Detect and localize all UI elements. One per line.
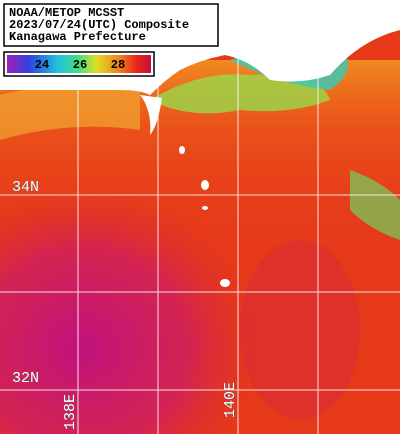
title-line: Kanagawa Prefecture — [9, 30, 146, 44]
longitude-label: 140E — [222, 382, 239, 418]
title-box: NOAA/METOP MCSST 2023/07/24(UTC) Composi… — [3, 3, 219, 47]
latitude-label: 32N — [12, 370, 39, 387]
colorbar-label: 26 — [73, 58, 87, 72]
title-line: NOAA/METOP MCSST — [9, 6, 124, 20]
latitude-label: 34N — [12, 179, 39, 196]
colorbar-label: 24 — [35, 58, 49, 72]
longitude-label: 138E — [62, 394, 79, 430]
title-line: 2023/07/24(UTC) Composite — [9, 18, 189, 32]
colorbar: 24 26 28 — [3, 51, 155, 77]
colorbar-label: 28 — [111, 58, 125, 72]
